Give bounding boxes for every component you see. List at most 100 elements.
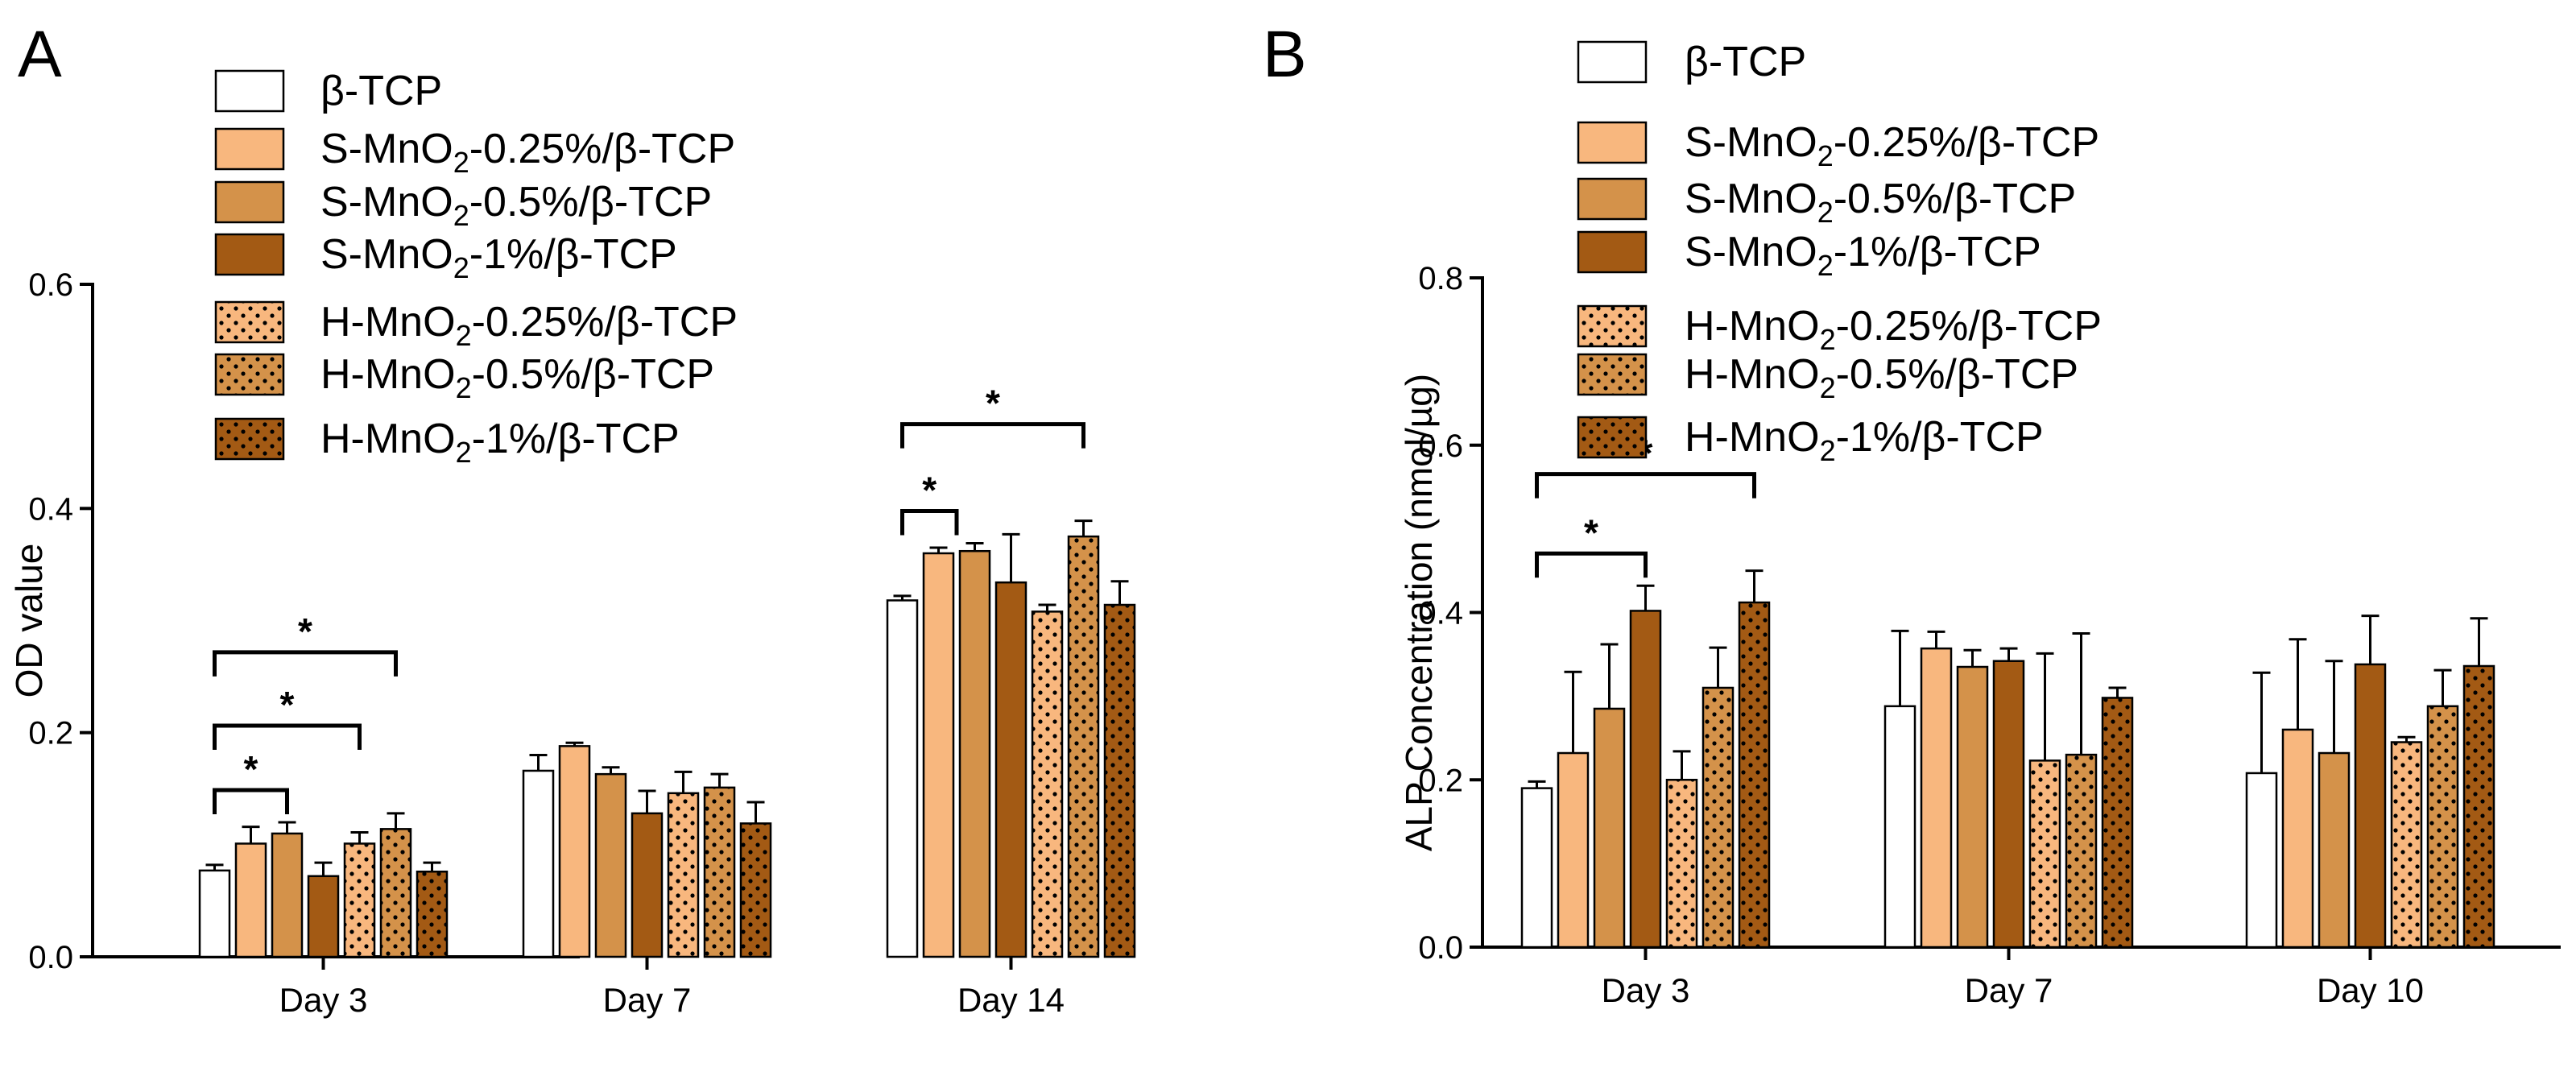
- panel-label: A: [18, 18, 62, 91]
- significance-star: *: [1584, 511, 1598, 553]
- legend-entry-name: H-MnO: [1685, 351, 1820, 398]
- bar: [667, 792, 700, 958]
- legend-entry: H-MnO2-1%/β-TCP: [1685, 414, 2044, 467]
- legend-entry-suffix: -0.5%/β-TCP: [472, 351, 715, 398]
- legend-swatch: [214, 233, 285, 276]
- bar: [958, 549, 991, 958]
- legend-entry-name: β-TCP: [1685, 39, 1806, 85]
- legend-entry: H-MnO2-1%/β-TCP: [320, 416, 680, 469]
- y-tick-label: 0.0: [1418, 930, 1463, 966]
- significance-star: *: [244, 748, 258, 790]
- bar: [1992, 660, 2025, 949]
- legend-entry: H-MnO2-0.5%/β-TCP: [320, 351, 714, 404]
- legend-entry: H-MnO2-0.25%/β-TCP: [1685, 303, 2102, 356]
- legend-entry: S-MnO2-0.5%/β-TCP: [320, 179, 712, 232]
- y-tick-label: 0.2: [1418, 763, 1463, 798]
- legend-entry: S-MnO2-0.5%/β-TCP: [1685, 176, 2076, 229]
- y-tick-label: 0.6: [1418, 428, 1463, 464]
- legend-entry-subscript: 2: [1820, 323, 1836, 356]
- bar: [558, 745, 591, 958]
- legend-entry-suffix: -1%/β-TCP: [469, 231, 677, 278]
- bar: [1701, 686, 1735, 949]
- legend-entry-name: β-TCP: [320, 68, 442, 114]
- legend-entry-name: H-MnO: [1685, 414, 1820, 461]
- legend-swatch: [214, 417, 285, 461]
- y-tick-label: 0.2: [28, 716, 73, 751]
- bar: [739, 822, 772, 958]
- bar: [234, 842, 267, 958]
- legend-entry: β-TCP: [1685, 39, 1806, 85]
- legend-entry-suffix: -1%/β-TCP: [1834, 229, 2041, 275]
- legend-entry: S-MnO2-0.25%/β-TCP: [320, 126, 735, 179]
- legend-entry-suffix: -0.5%/β-TCP: [1834, 176, 2077, 222]
- bar: [2101, 697, 2134, 949]
- legend-swatch: [214, 180, 285, 224]
- legend-swatch: [1577, 40, 1648, 84]
- legend-entry-name: S-MnO: [320, 179, 453, 226]
- significance-bracket: [1535, 551, 1648, 578]
- legend-entry-subscript: 2: [456, 371, 472, 404]
- y-tick-label: 0.0: [28, 940, 73, 975]
- legend-entry-name: H-MnO: [320, 351, 456, 398]
- bar: [2354, 663, 2387, 949]
- legend-swatch: [1577, 353, 1648, 396]
- legend-entry-name: S-MnO: [1685, 229, 1817, 275]
- legend-entry: H-MnO2-0.5%/β-TCP: [1685, 351, 2078, 404]
- bar: [2426, 705, 2459, 949]
- legend-entry-suffix: -0.25%/β-TCP: [1834, 119, 2099, 166]
- legend-entry-name: H-MnO: [1685, 303, 1820, 350]
- legend-swatch: [1577, 230, 1648, 274]
- x-tick-label: Day 7: [1965, 971, 2053, 1009]
- legend-entry: S-MnO2-0.25%/β-TCP: [1685, 119, 2099, 172]
- bar: [416, 870, 449, 958]
- bar: [1557, 751, 1590, 949]
- bar: [1665, 779, 1698, 949]
- bar: [2065, 753, 2098, 949]
- bar: [2245, 772, 2278, 949]
- bar: [2281, 728, 2314, 949]
- panel-label: B: [1263, 18, 1307, 91]
- bar: [379, 828, 412, 958]
- bar: [1629, 610, 1662, 949]
- legend-entry: S-MnO2-1%/β-TCP: [1685, 229, 2041, 282]
- y-tick-label: 0.6: [28, 267, 73, 303]
- legend-entry-suffix: -1%/β-TCP: [1836, 414, 2044, 461]
- bar: [2028, 759, 2061, 949]
- legend-entry-subscript: 2: [1820, 434, 1836, 467]
- significance-bracket: [213, 650, 398, 677]
- legend-swatch: [1577, 304, 1648, 348]
- bar: [994, 581, 1028, 958]
- bar: [1593, 707, 1626, 949]
- bar: [1520, 787, 1553, 949]
- bar: [1738, 601, 1771, 949]
- bar: [522, 769, 555, 958]
- legend-entry-suffix: -0.25%/β-TCP: [469, 126, 735, 172]
- legend-entry: H-MnO2-0.25%/β-TCP: [320, 299, 738, 352]
- legend-entry-subscript: 2: [453, 251, 469, 284]
- significance-star: *: [986, 383, 1000, 424]
- significance-bracket: [900, 508, 959, 536]
- significance-star: *: [298, 610, 312, 652]
- bar: [594, 772, 627, 958]
- legend-swatch: [214, 69, 285, 113]
- legend-entry-subscript: 2: [453, 146, 469, 179]
- x-tick-label: Day 14: [957, 981, 1065, 1019]
- bar: [1067, 535, 1100, 958]
- y-tick-label: 0.4: [28, 491, 73, 527]
- legend-entry-subscript: 2: [1817, 249, 1834, 282]
- legend-swatch: [1577, 121, 1648, 164]
- bar: [703, 786, 736, 958]
- y-axis-label: OD value: [8, 544, 50, 698]
- y-tick-label: 0.8: [1418, 261, 1463, 296]
- bar: [886, 599, 919, 958]
- legend-swatch: [1577, 177, 1648, 221]
- bar: [1103, 603, 1136, 958]
- significance-bracket: [1535, 472, 1756, 499]
- legend-entry-subscript: 2: [456, 436, 472, 469]
- legend-entry-subscript: 2: [1820, 371, 1836, 404]
- bar: [631, 812, 664, 958]
- legend-entry: β-TCP: [320, 68, 442, 114]
- legend-entry-name: S-MnO: [320, 126, 453, 172]
